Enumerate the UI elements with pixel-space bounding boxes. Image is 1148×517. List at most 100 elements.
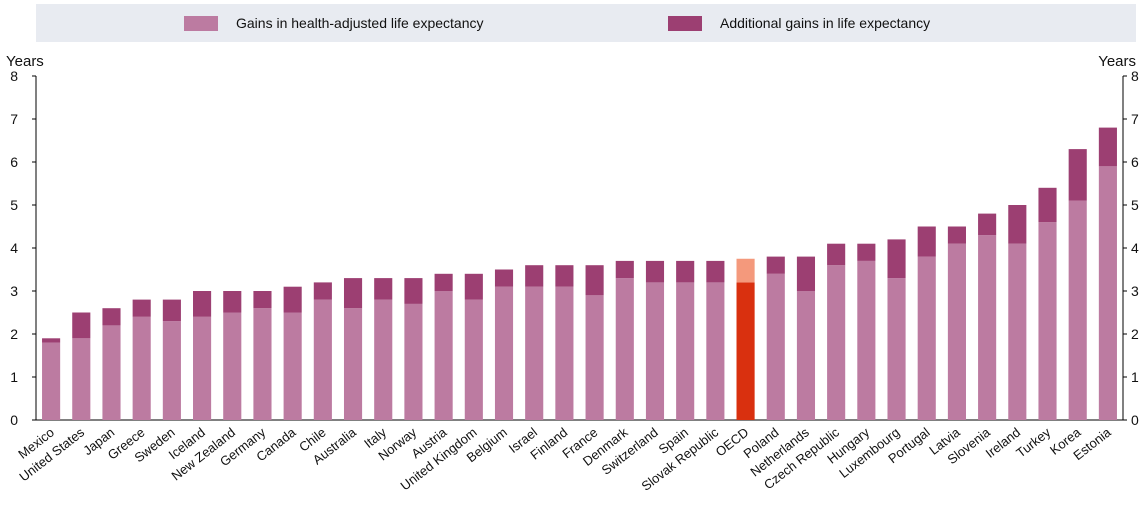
bar-health-adjusted bbox=[374, 299, 393, 420]
bar-additional-gain bbox=[615, 260, 634, 279]
bar-health-adjusted bbox=[283, 312, 302, 420]
bar-health-adjusted bbox=[615, 278, 634, 420]
bar-health-adjusted bbox=[585, 295, 604, 420]
bar-health-adjusted bbox=[978, 235, 997, 420]
bar-health-adjusted bbox=[887, 278, 906, 420]
bar-additional-gain bbox=[42, 338, 61, 343]
y-tick-label-right: 6 bbox=[1131, 154, 1139, 170]
legend-item-health-adjusted: Gains in health-adjusted life expectancy bbox=[184, 4, 483, 42]
bar-additional-gain bbox=[434, 273, 453, 291]
bar-health-adjusted bbox=[796, 291, 816, 420]
bar-health-adjusted bbox=[223, 312, 242, 420]
bar-additional-gain bbox=[947, 226, 966, 244]
bar-health-adjusted bbox=[464, 299, 483, 420]
bar-additional-gain bbox=[676, 260, 695, 283]
bar-additional-gain bbox=[343, 278, 363, 309]
y-tick-label-right: 5 bbox=[1131, 197, 1139, 213]
bar-additional-gain bbox=[1098, 127, 1117, 167]
y-tick-label-right: 2 bbox=[1131, 326, 1139, 342]
y-tick-label-right: 0 bbox=[1131, 412, 1139, 428]
bar-additional-gain bbox=[917, 226, 936, 257]
bar-health-adjusted bbox=[162, 321, 181, 420]
bar-additional-gain bbox=[404, 278, 423, 304]
bar-additional-gain bbox=[857, 243, 876, 261]
bar-additional-gain bbox=[555, 265, 574, 287]
bar-additional-gain bbox=[283, 286, 302, 313]
bar-additional-gain bbox=[645, 260, 665, 283]
bar-additional-gain bbox=[162, 299, 181, 322]
bar-additional-gain bbox=[585, 265, 604, 296]
y-tick-label-left: 3 bbox=[10, 283, 18, 299]
bar-health-adjusted bbox=[1098, 166, 1117, 420]
x-tick-label: Ireland bbox=[983, 425, 1024, 461]
bar-additional-gain bbox=[1068, 149, 1087, 201]
bar-health-adjusted bbox=[1068, 200, 1087, 420]
bar-additional-gain bbox=[706, 260, 725, 283]
y-tick-label-right: 1 bbox=[1131, 369, 1139, 385]
bar-health-adjusted bbox=[857, 260, 876, 420]
bar-health-adjusted bbox=[525, 286, 544, 420]
bar-health-adjusted bbox=[766, 273, 785, 420]
bar-health-adjusted bbox=[102, 325, 121, 420]
y-tick-label-right: 8 bbox=[1131, 68, 1139, 84]
bar-health-adjusted bbox=[42, 342, 61, 420]
bar-additional-gain bbox=[313, 282, 332, 300]
bar-additional-gain bbox=[736, 258, 755, 283]
bar-additional-gain bbox=[72, 312, 91, 339]
y-tick-label-left: 4 bbox=[10, 240, 18, 256]
bar-health-adjusted bbox=[706, 282, 725, 420]
bar-additional-gain bbox=[464, 273, 483, 300]
y-tick-label-left: 1 bbox=[10, 369, 18, 385]
y-tick-label-right: 7 bbox=[1131, 111, 1139, 127]
y-tick-label-right: 4 bbox=[1131, 240, 1139, 256]
bar-health-adjusted bbox=[645, 282, 665, 420]
bar-health-adjusted bbox=[253, 308, 272, 420]
bar-additional-gain bbox=[827, 243, 846, 266]
bar-additional-gain bbox=[132, 299, 151, 317]
bar-health-adjusted bbox=[404, 303, 423, 420]
bar-health-adjusted bbox=[132, 316, 151, 420]
bar-additional-gain bbox=[374, 278, 393, 300]
y-axis-unit-left: Years bbox=[6, 53, 44, 70]
legend-label-additional: Additional gains in life expectancy bbox=[720, 15, 931, 31]
bar-additional-gain bbox=[1038, 187, 1057, 223]
legend-swatch-health-adjusted bbox=[184, 15, 218, 31]
bar-health-adjusted bbox=[193, 316, 212, 420]
bar-health-adjusted bbox=[72, 338, 91, 420]
y-tick-label-left: 2 bbox=[10, 326, 18, 342]
y-tick-label-left: 7 bbox=[10, 111, 18, 127]
legend-item-additional: Additional gains in life expectancy bbox=[668, 4, 930, 42]
bar-health-adjusted bbox=[917, 256, 936, 420]
bar-additional-gain bbox=[887, 239, 906, 279]
bar-health-adjusted bbox=[494, 286, 514, 420]
bar-health-adjusted bbox=[343, 308, 363, 420]
bars bbox=[42, 127, 1117, 420]
y-axis-unit-right: Years bbox=[1098, 53, 1136, 70]
y-tick-label-left: 6 bbox=[10, 154, 18, 170]
y-tick-label-right: 3 bbox=[1131, 283, 1139, 299]
bar-health-adjusted bbox=[947, 243, 966, 420]
legend-swatch-additional bbox=[668, 15, 702, 31]
x-tick-label: Turkey bbox=[1013, 424, 1054, 460]
bar-health-adjusted bbox=[676, 282, 695, 420]
bar-additional-gain bbox=[525, 265, 544, 287]
bar-additional-gain bbox=[494, 269, 514, 287]
bar-health-adjusted bbox=[1008, 243, 1027, 420]
bar-additional-gain bbox=[978, 213, 997, 236]
bar-health-adjusted bbox=[827, 265, 846, 420]
bar-additional-gain bbox=[193, 291, 212, 317]
legend-label-health-adjusted: Gains in health-adjusted life expectancy bbox=[236, 15, 484, 31]
bar-additional-gain bbox=[102, 308, 121, 326]
bar-health-adjusted bbox=[1038, 222, 1057, 420]
bar-health-adjusted bbox=[555, 286, 574, 420]
legend: Gains in health-adjusted life expectancy… bbox=[36, 4, 1136, 42]
bar-additional-gain bbox=[253, 291, 272, 309]
y-tick-label-left: 0 bbox=[10, 412, 18, 428]
bar-additional-gain bbox=[766, 256, 785, 274]
bar-health-adjusted bbox=[434, 291, 453, 420]
y-tick-label-left: 8 bbox=[10, 68, 18, 84]
